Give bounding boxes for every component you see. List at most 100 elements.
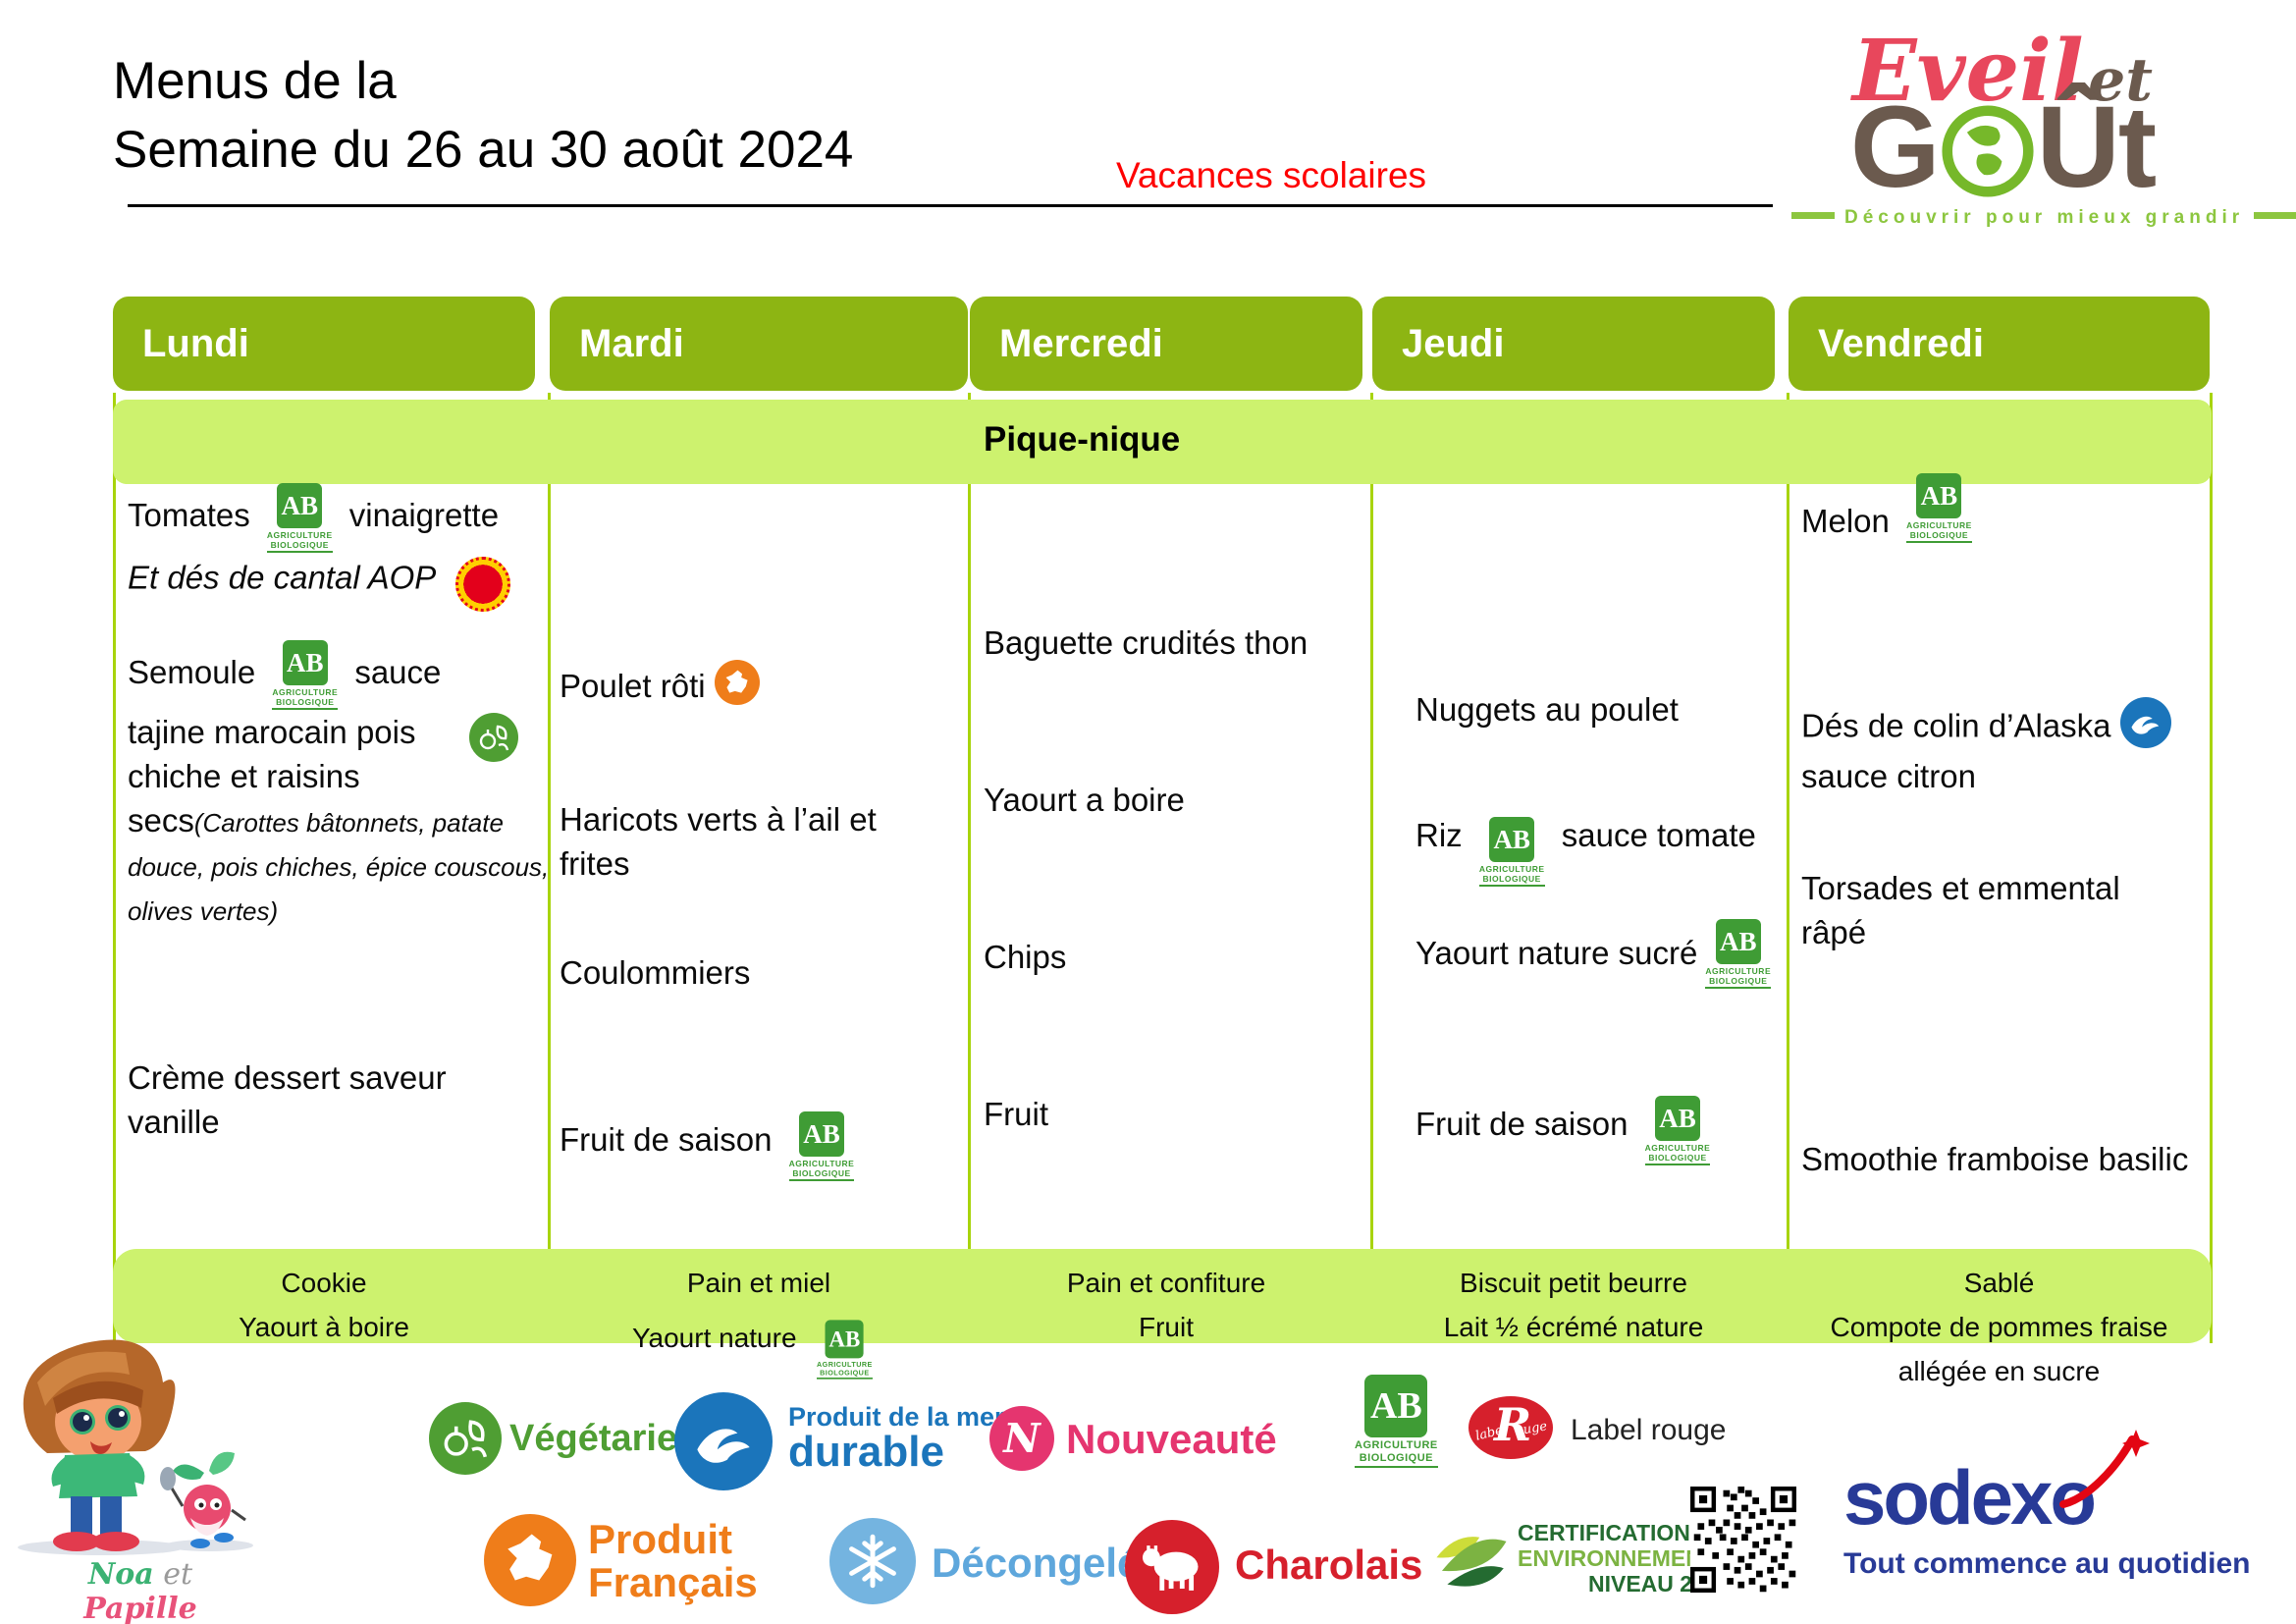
menu-item-text: (Carottes bâtonnets, patate	[193, 808, 504, 838]
brand-logo: Eveil et G Ût Découvrir pour mieux grandi…	[1782, 22, 2296, 287]
snack-jeudi: Biscuit petit beurre Lait ½ écrémé nature	[1372, 1261, 1775, 1349]
mascot-name-et: et	[153, 1557, 193, 1592]
column-separator-line	[2210, 393, 2213, 1343]
menu-item-text: secs	[128, 802, 194, 839]
ab-letters: AB	[1715, 919, 1761, 964]
ab-caption-line1: AGRICULTURE	[1906, 520, 1972, 530]
ab-caption-line2: BIOLOGIQUE	[270, 540, 329, 550]
legend-label: Végétarien	[509, 1418, 701, 1459]
menu-item-text: Fruit de saison	[1415, 1106, 1637, 1143]
menu-item-line: tajine marocain pois	[128, 710, 550, 754]
menu-item-line: Melon AB AGRICULTURE BIOLOGIQUE	[1801, 473, 2214, 559]
ab-caption-line2: BIOLOGIQUE	[1909, 530, 1969, 540]
legend-label: Label rouge	[1571, 1414, 1727, 1446]
ab-caption-line1: AGRICULTURE	[272, 687, 339, 697]
menu-item-text: Baguette crudités thon	[984, 624, 1308, 661]
column-separator-line	[1370, 393, 1373, 1343]
ab-caption-line1: AGRICULTURE	[1644, 1143, 1711, 1153]
menu-item-line: Riz AB AGRICULTURE BIOLOGIQUE sauce tomate	[1415, 803, 1798, 887]
ab-organic-icon: AB AGRICULTURE BIOLOGIQUE	[272, 640, 339, 710]
vacation-note: Vacances scolaires	[1116, 155, 1427, 195]
legend-label: Décongelé	[932, 1540, 1141, 1586]
snack-text: Compote de pommes fraise	[1830, 1312, 2168, 1342]
menu-item-line: Dés de colin d’Alaska	[1801, 697, 2233, 754]
sustainable-seafood-icon	[2119, 697, 2171, 748]
sodexo-tagline: Tout commence au quotidien	[1843, 1547, 2251, 1580]
ab-caption-line2: BIOLOGIQUE	[1648, 1153, 1707, 1163]
ab-caption-line2: BIOLOGIQUE	[1359, 1452, 1433, 1464]
menu-item-mardi-1: Poulet rôti	[560, 660, 952, 711]
menu-item-text: douce, pois chiches, épice couscous,	[128, 852, 550, 882]
snack-text: Sablé	[1963, 1268, 2035, 1298]
menu-item-line: sauce citron	[1801, 754, 2233, 798]
ab-caption-line1: AGRICULTURE	[266, 530, 333, 540]
menu-item-lundi-3: Crème dessert saveur vanille	[128, 1056, 540, 1144]
menu-item-text: Riz	[1415, 817, 1471, 854]
vegetarian-icon	[469, 713, 518, 762]
menu-item-text: Crème dessert saveur	[128, 1059, 447, 1096]
menu-item-text: vinaigrette	[340, 497, 500, 534]
ab-caption-line2: BIOLOGIQUE	[1482, 874, 1541, 884]
ab-organic-icon: AB AGRICULTURE BIOLOGIQUE	[788, 1111, 855, 1181]
page-title-line2: Semaine du 26 au 30 août 2024	[113, 121, 854, 179]
ab-caption-line2: BIOLOGIQUE	[276, 697, 335, 707]
menu-item-text: Chips	[984, 939, 1067, 975]
tagline-dash-left	[1791, 212, 1835, 219]
day-header-label: Mercredi	[999, 321, 1163, 365]
menu-item-text: olives vertes)	[128, 896, 279, 926]
snack-line: Yaourt à boire	[113, 1305, 535, 1349]
menu-item-line: Fruit	[984, 1092, 1366, 1136]
ab-caption-line1: AGRICULTURE	[1478, 864, 1545, 874]
ab-letters: AB	[826, 1320, 865, 1359]
globe-icon	[1941, 104, 2035, 198]
menu-item-text: Yaourt nature sucré	[1415, 935, 1698, 972]
ab-caption: AGRICULTURE BIOLOGIQUE	[817, 1360, 874, 1380]
brand-word-gout: G Ût	[1782, 89, 2223, 205]
ab-caption: AGRICULTURE BIOLOGIQUE	[272, 687, 339, 710]
snack-text: Pain et miel	[686, 1268, 831, 1298]
menu-item-text: Fruit	[984, 1096, 1048, 1132]
snack-line: Lait ½ écrémé nature	[1372, 1305, 1775, 1349]
snack-text: Pain et confiture	[1066, 1268, 1266, 1298]
snack-text: allégée en sucre	[1897, 1356, 2101, 1386]
ab-caption: AGRICULTURE BIOLOGIQUE	[266, 530, 333, 553]
menu-item-mardi-4: Fruit de saison AB AGRICULTURE BIOLOGIQUE	[560, 1108, 962, 1181]
menu-item-text: Haricots verts à l’ail et	[560, 801, 877, 838]
menu-item-text: râpé	[1801, 914, 1867, 950]
day-header-mercredi: Mercredi	[970, 297, 1362, 391]
menu-item-line: Torsades et emmental	[1801, 866, 2214, 910]
menu-item-text: Tomates	[128, 497, 259, 534]
menu-item-text: Melon	[1801, 503, 1899, 540]
menu-item-text: Semoule	[128, 654, 265, 691]
sodexo-swoosh-icon	[2059, 1430, 2150, 1508]
ab-letters: AB	[798, 1111, 844, 1157]
nouveaute-letter: N	[1003, 1415, 1041, 1462]
legend-label: Nouveauté	[1066, 1416, 1277, 1462]
menu-item-text: Nuggets au poulet	[1415, 691, 1679, 728]
menu-item-text: Et dés de cantal AOP	[128, 559, 445, 596]
day-header-jeudi: Jeudi	[1372, 297, 1775, 391]
snack-line: Pain et confiture	[970, 1261, 1362, 1305]
menu-item-mercredi-4: Fruit	[984, 1092, 1366, 1136]
mascot-name-papille: Papille	[83, 1592, 197, 1624]
column-separator-line	[548, 393, 551, 1343]
certification-icon	[1431, 1520, 1512, 1600]
aop-seal-icon	[455, 557, 511, 612]
menu-item-vendredi-3: Torsades et emmental râpé	[1801, 866, 2214, 954]
menu-item-line: Nuggets au poulet	[1415, 687, 1789, 731]
ab-letters: AB	[282, 640, 328, 685]
ab-caption-line1: AGRICULTURE	[1705, 966, 1772, 976]
day-header-label: Lundi	[142, 321, 249, 365]
picnic-label: Pique-nique	[984, 420, 1181, 459]
day-header-vendredi: Vendredi	[1789, 297, 2210, 391]
menu-item-mardi-3: Coulommiers	[560, 950, 952, 995]
legend-label: Produit	[588, 1516, 732, 1562]
day-header-mardi: Mardi	[550, 297, 968, 391]
day-header-label: Vendredi	[1818, 321, 1984, 365]
snack-line: Yaourt nature AB AGRICULTURE BIOLOGIQUE	[550, 1305, 968, 1380]
menu-item-text: vanille	[128, 1104, 220, 1140]
snack-line: Fruit	[970, 1305, 1362, 1349]
menu-item-vendredi-1: Melon AB AGRICULTURE BIOLOGIQUE	[1801, 473, 2214, 559]
ab-organic-icon: AB AGRICULTURE BIOLOGIQUE	[266, 483, 333, 553]
